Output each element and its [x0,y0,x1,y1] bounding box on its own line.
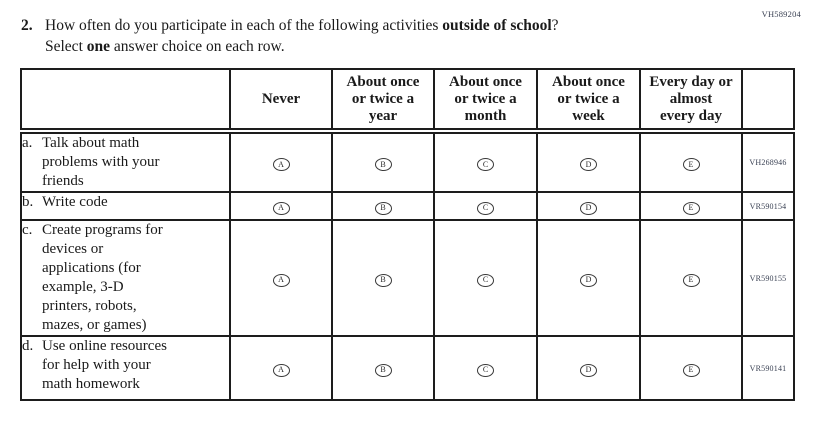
table-row-c: c. Create programs for devices or applica… [20,219,795,337]
answer-bubble-a-never[interactable]: A [272,158,290,171]
column-header-year: About once or twice a year [331,68,435,134]
row-letter: b. [22,194,34,210]
row-label: d. Use online resources for help with you… [20,335,231,401]
answer-bubble-a-daily[interactable]: E [682,158,700,171]
table-header-row: Never About once or twice a year About o… [20,68,795,134]
column-header-month: About once or twice a month [433,68,538,134]
answer-cell: C [433,130,538,193]
answer-cell: B [331,219,435,337]
answer-cell: D [536,335,641,401]
answer-bubble-c-week[interactable]: D [580,273,597,287]
answer-bubble-b-daily[interactable]: E [682,201,700,215]
row-letter: c. [22,222,33,238]
table-row-d: d. Use online resources for help with you… [20,335,795,401]
answer-bubble-c-never[interactable]: A [272,273,290,287]
answer-bubble-a-week[interactable]: D [580,158,597,171]
answer-bubble-c-year[interactable]: B [374,273,392,287]
answer-cell: D [536,191,641,221]
answer-bubble-a-month[interactable]: C [477,158,494,171]
table-row-b: b. Write code A B C D E VR590154 [20,191,795,221]
answer-cell: A [229,219,333,337]
column-header-never: Never [229,68,333,134]
row-letter: d. [22,338,34,354]
frequency-table: Never About once or twice a year About o… [20,68,795,401]
answer-bubble-a-year[interactable]: B [374,158,392,171]
question-line-1: How often do you participate in each of … [45,17,559,34]
answer-cell: C [433,191,538,221]
answer-cell: C [433,335,538,401]
answer-bubble-b-never[interactable]: A [272,201,290,215]
answer-bubble-b-year[interactable]: B [374,201,392,215]
answer-cell: A [229,130,333,193]
question-line-2: Select one answer choice on each row. [45,38,285,55]
question-number: 2. [21,17,33,34]
answer-cell: E [639,130,743,193]
answer-cell: A [229,191,333,221]
row-letter: a. [22,135,33,151]
row-item-code: VR590155 [741,219,795,337]
column-header-week: About once or twice a week [536,68,641,134]
header-code-cell [741,68,795,134]
question-bold-phrase: outside of school [442,17,552,34]
row-label-text: Write code [42,194,108,210]
row-label-text: Use online resources for help with your … [42,338,167,392]
page-item-code: VH589204 [761,9,801,19]
answer-bubble-d-never[interactable]: A [272,363,290,377]
question-text: How often do you participate in each of … [45,15,745,57]
row-item-code: VR590154 [741,191,795,221]
answer-bubble-b-week[interactable]: D [580,201,597,215]
table-row-a: a. Talk about math problems with your fri… [20,130,795,193]
row-label-text: Talk about math problems with your frien… [42,135,160,189]
answer-bubble-d-week[interactable]: D [580,363,597,377]
answer-cell: A [229,335,333,401]
answer-bubble-c-daily[interactable]: E [682,273,700,287]
answer-cell: E [639,335,743,401]
answer-cell: D [536,130,641,193]
answer-cell: B [331,130,435,193]
answer-bubble-b-month[interactable]: C [477,201,494,215]
column-header-daily: Every day or almost every day [639,68,743,134]
row-label: b. Write code [20,191,231,221]
answer-bubble-d-daily[interactable]: E [682,363,700,377]
row-label: a. Talk about math problems with your fri… [20,130,231,193]
row-item-code: VH268946 [741,130,795,193]
answer-bubble-d-month[interactable]: C [477,363,494,377]
answer-cell: B [331,191,435,221]
row-item-code: VR590141 [741,335,795,401]
answer-cell: D [536,219,641,337]
answer-cell: B [331,335,435,401]
answer-cell: E [639,219,743,337]
answer-cell: C [433,219,538,337]
answer-cell: E [639,191,743,221]
instruction-bold-word: one [86,38,110,55]
row-label: c. Create programs for devices or applica… [20,219,231,337]
row-label-text: Create programs for devices or applicati… [42,222,163,333]
answer-bubble-d-year[interactable]: B [374,363,392,377]
answer-bubble-c-month[interactable]: C [477,273,494,287]
header-stub-cell [20,68,231,134]
question-block: 2. How often do you participate in each … [0,0,818,57]
